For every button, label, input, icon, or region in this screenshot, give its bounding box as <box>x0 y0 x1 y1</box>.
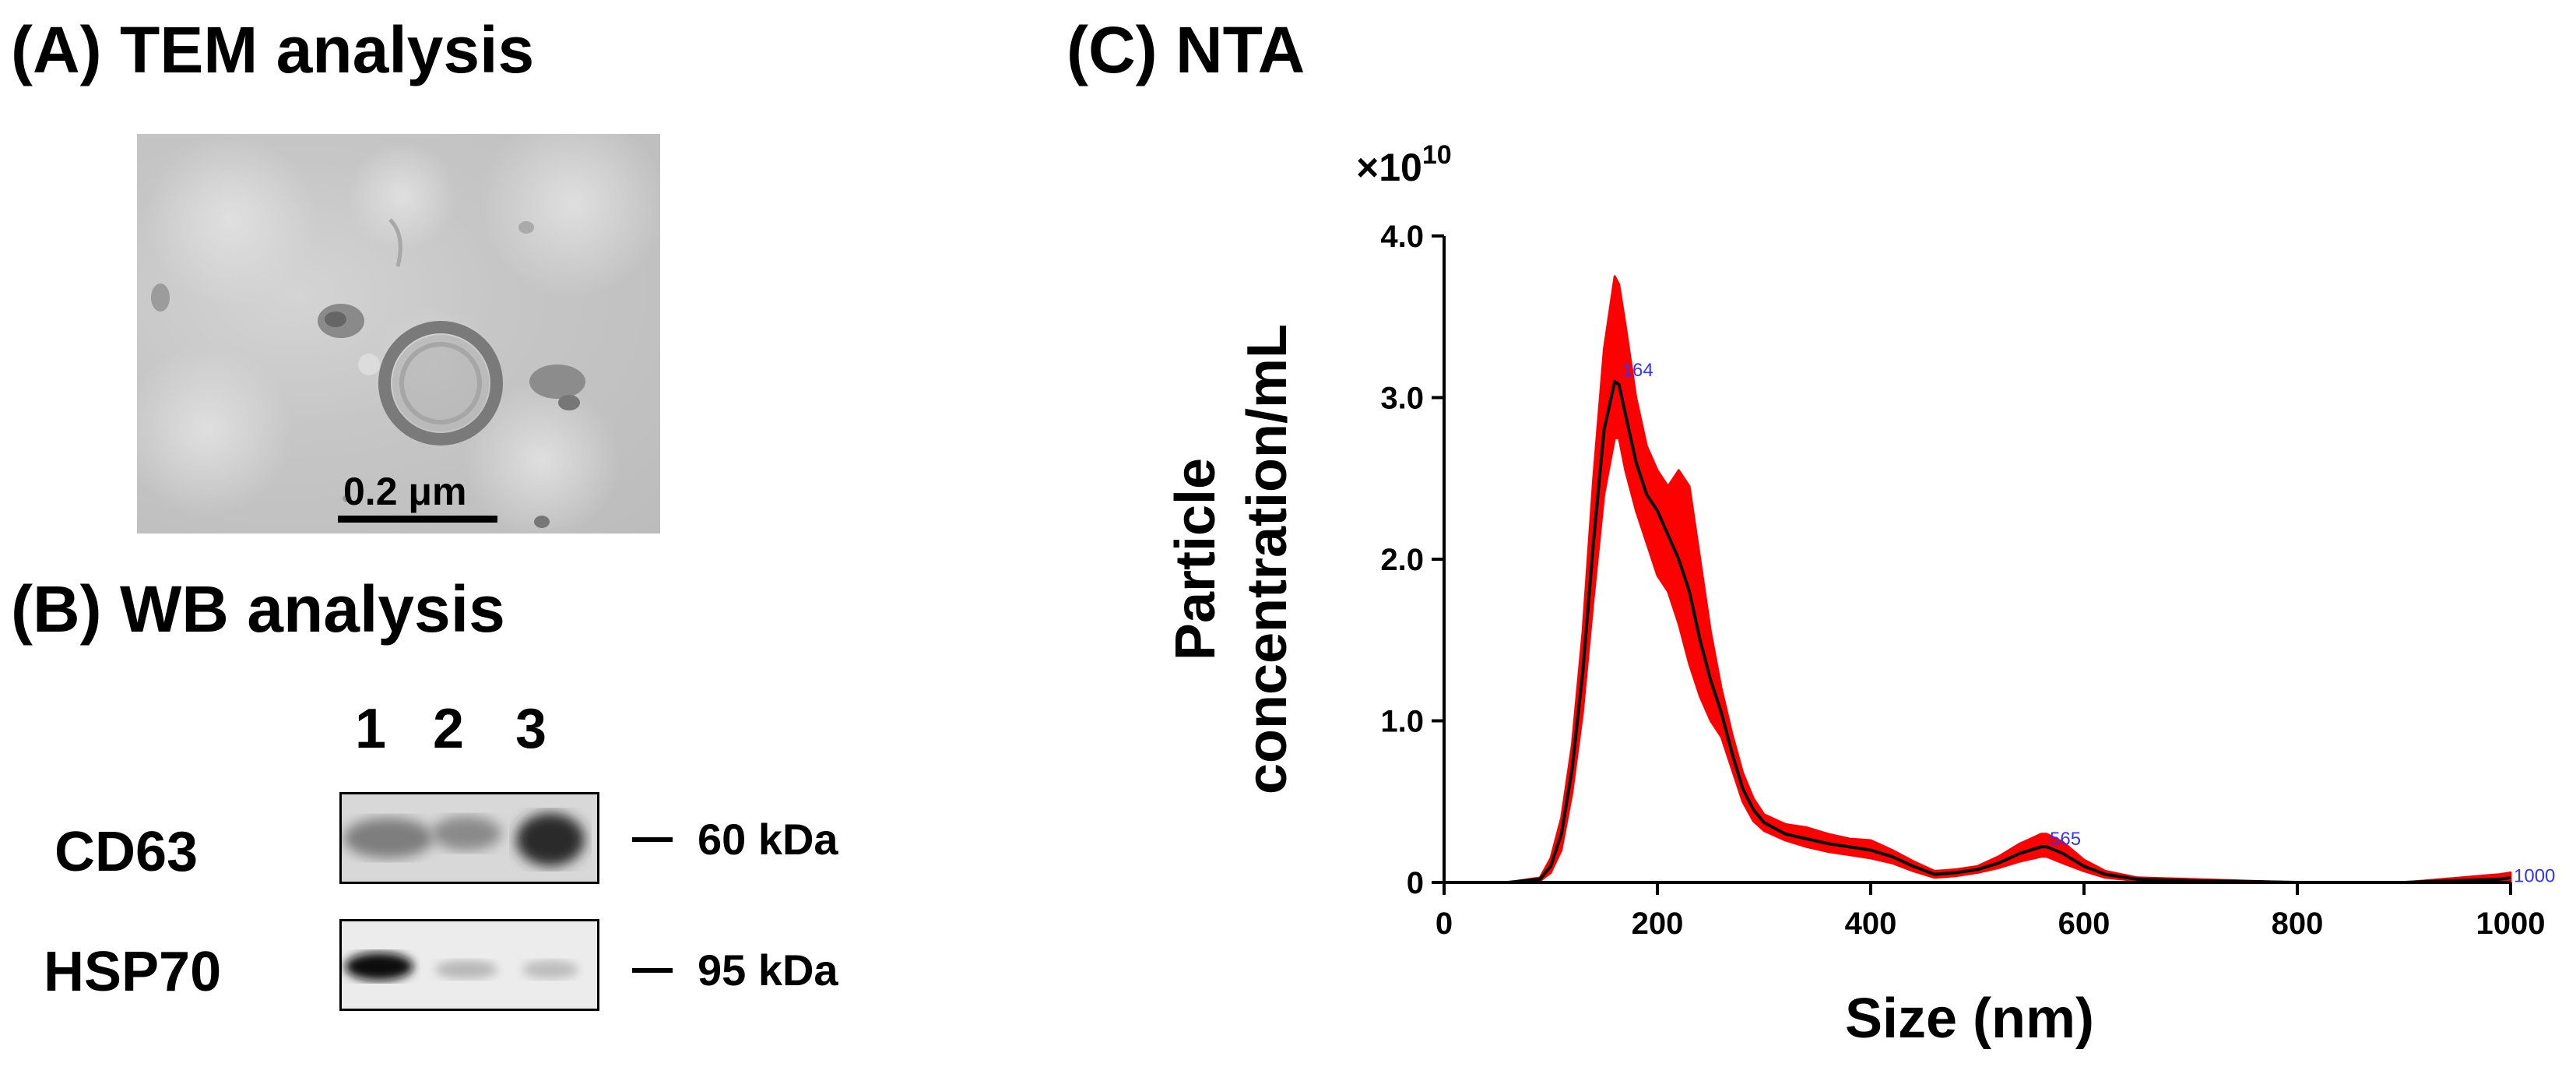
chart-band-layer <box>1506 275 2512 884</box>
marker-label-cd63: 60 kDa <box>698 815 838 864</box>
y-multiplier-exponent: 10 <box>1422 140 1452 170</box>
peak-label: 164 <box>1622 360 1653 381</box>
chart-axes-layer <box>1432 234 2512 895</box>
marker-cd63: 60 kDa <box>632 818 838 861</box>
x-tick-label: 800 <box>2272 907 2324 941</box>
marker-dash <box>632 837 673 843</box>
y-axis-title-line: concentration/mL <box>1236 324 1299 794</box>
series-band <box>1506 275 2512 884</box>
panel-c-title: (C) NTA <box>1067 13 1306 86</box>
y-tick-label: 0 <box>1407 866 1424 900</box>
protein-label-cd63: CD63 <box>54 821 199 883</box>
y-tick-label: 4.0 <box>1380 220 1424 254</box>
peak-label: 1000 <box>2514 866 2555 887</box>
y-tick-label: 2.0 <box>1380 543 1424 577</box>
protein-label-hsp70: HSP70 <box>44 941 222 1003</box>
marker-dash <box>632 968 673 974</box>
x-tick-label: 0 <box>1436 907 1453 941</box>
lane-label-1: 1 <box>355 698 387 760</box>
peak-label: 565 <box>2050 829 2081 850</box>
series-mean-line <box>1507 379 2511 884</box>
blot-hsp70 <box>339 919 599 1011</box>
chart-labels-layer: 0 200 400 600 800 1000 0 1.0 2.0 3.0 4.0 Size (nm) P… <box>1165 140 2555 1050</box>
blot-cd63 <box>339 792 599 884</box>
tem-micrograph: 0.2 μm <box>137 134 660 534</box>
panel-a-title: (A) TEM analysis <box>11 13 535 86</box>
marker-label-hsp70: 95 kDa <box>698 946 838 995</box>
y-tick-label: 3.0 <box>1380 382 1424 416</box>
tem-image <box>137 134 660 534</box>
marker-hsp70: 95 kDa <box>632 949 838 992</box>
x-axis-title: Size (nm) <box>1845 988 2094 1050</box>
chart-line-layer <box>1507 379 2511 884</box>
lane-label-2: 2 <box>433 698 465 760</box>
panel-b-title: (B) WB analysis <box>11 572 505 646</box>
lane-label-3: 3 <box>515 698 547 760</box>
y-tick-label: 1.0 <box>1380 705 1424 739</box>
y-axis-title-line: Particle <box>1165 458 1227 660</box>
blot-cd63-bands <box>342 794 597 882</box>
x-tick-label: 600 <box>2058 907 2110 941</box>
y-multiplier: ×1010 <box>1356 140 1452 189</box>
scale-bar-label: 0.2 μm <box>343 470 467 513</box>
x-tick-label: 1000 <box>2476 907 2546 941</box>
scale-bar <box>338 516 497 523</box>
x-tick-label: 200 <box>1632 907 1684 941</box>
blot-hsp70-bands <box>342 921 597 1009</box>
x-tick-label: 400 <box>1845 907 1897 941</box>
y-axis-title: Particle concentration/mL <box>1165 324 1299 794</box>
